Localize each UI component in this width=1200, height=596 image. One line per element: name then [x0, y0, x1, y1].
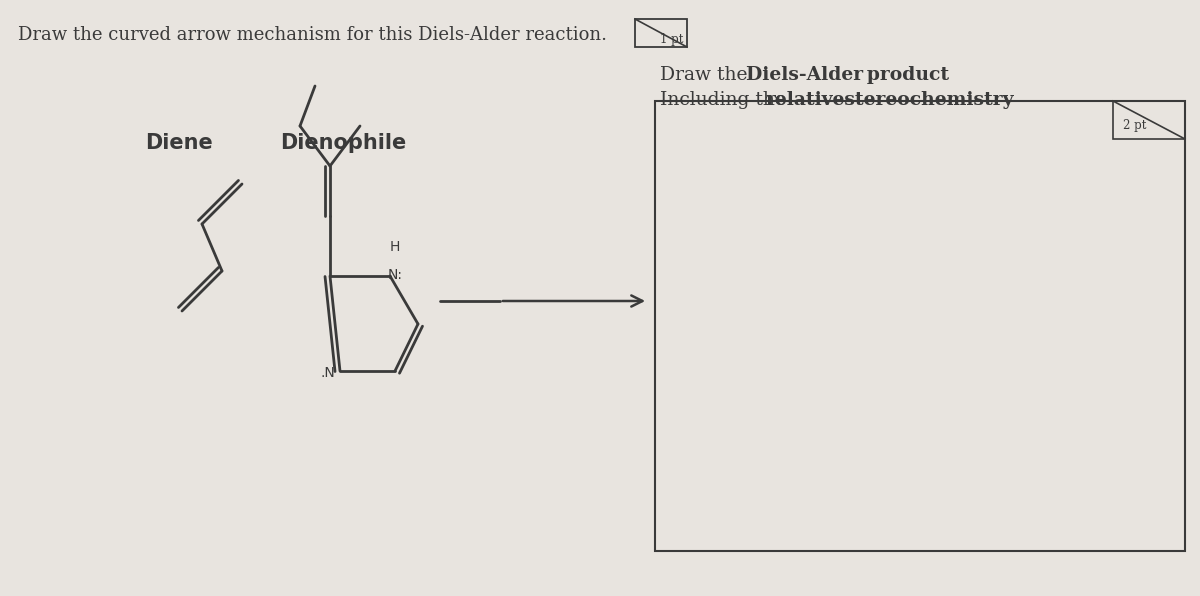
- Text: 1 pt: 1 pt: [660, 33, 683, 46]
- Bar: [1114, 101, 1186, 139]
- Text: N:: N:: [388, 268, 403, 282]
- Text: 2 pt: 2 pt: [1123, 119, 1146, 132]
- Text: Diels-Alder product: Diels-Alder product: [746, 66, 949, 84]
- Bar: [655, 101, 1186, 551]
- Text: .N: .N: [320, 366, 335, 380]
- Text: Dienophile: Dienophile: [280, 133, 407, 153]
- Text: relativestereochemistry: relativestereochemistry: [766, 91, 1015, 109]
- Text: Including the: Including the: [660, 91, 792, 109]
- Bar: [635, 19, 686, 47]
- Text: Draw the: Draw the: [660, 66, 754, 84]
- Text: Draw the curved arrow mechanism for this Diels-Alder reaction.: Draw the curved arrow mechanism for this…: [18, 26, 607, 44]
- Text: H: H: [390, 240, 400, 254]
- Text: Diene: Diene: [145, 133, 212, 153]
